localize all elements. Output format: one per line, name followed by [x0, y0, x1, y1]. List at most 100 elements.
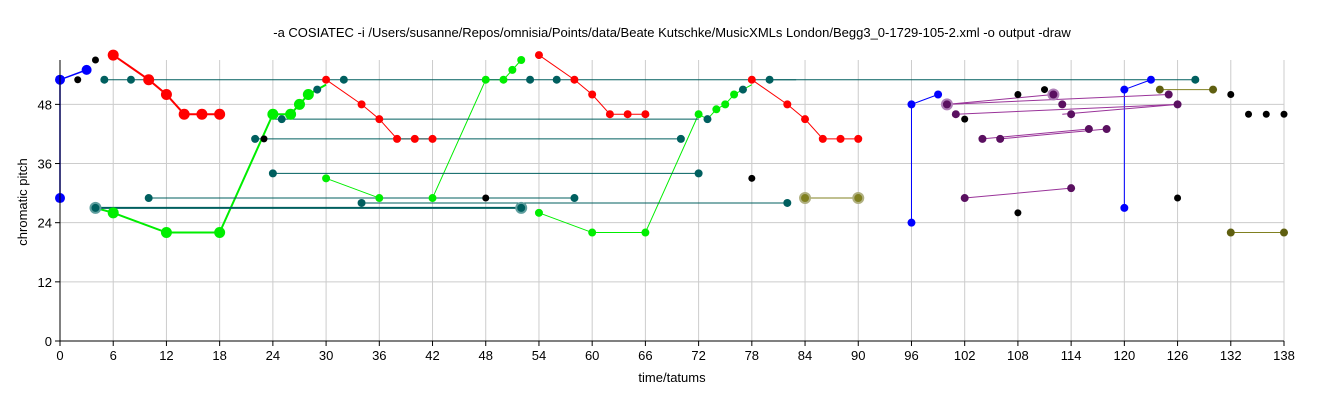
data-point — [1262, 110, 1270, 118]
data-point — [588, 90, 597, 99]
data-point — [481, 75, 490, 84]
data-point — [410, 134, 419, 143]
x-tick-label: 54 — [532, 348, 546, 363]
x-tick-label: 102 — [954, 348, 976, 363]
data-point — [940, 98, 953, 111]
series-lines — [59, 54, 1284, 234]
data-point — [322, 174, 331, 183]
data-point — [91, 56, 99, 64]
data-point — [570, 194, 579, 203]
data-point — [428, 134, 437, 143]
data-point — [107, 207, 119, 219]
y-tick-label: 48 — [38, 97, 52, 112]
data-point — [160, 227, 172, 239]
x-tick-label: 72 — [691, 348, 705, 363]
data-point — [934, 90, 943, 99]
series-line — [1062, 103, 1178, 115]
data-point — [836, 134, 845, 143]
data-point — [1164, 90, 1173, 99]
data-point — [712, 105, 721, 114]
x-tick-label: 24 — [266, 348, 280, 363]
data-point — [178, 108, 190, 120]
data-point — [214, 108, 226, 120]
data-point — [302, 89, 314, 101]
data-point — [747, 75, 756, 84]
series-line — [538, 84, 753, 234]
series-line — [955, 103, 1178, 115]
data-point — [214, 227, 226, 239]
x-tick-label: 126 — [1167, 348, 1189, 363]
y-axis-label: chromatic pitch — [15, 158, 30, 245]
x-tick-label: 30 — [319, 348, 333, 363]
data-point — [818, 134, 827, 143]
data-point — [676, 134, 685, 143]
data-point — [277, 115, 286, 124]
data-point — [375, 194, 384, 203]
data-point — [260, 135, 268, 143]
series-line — [964, 187, 1072, 199]
x-tick-label: 60 — [585, 348, 599, 363]
data-point — [1191, 75, 1200, 84]
data-point — [1174, 194, 1182, 202]
data-point — [357, 100, 366, 109]
x-tick-label: 42 — [425, 348, 439, 363]
x-tick-label: 48 — [479, 348, 493, 363]
data-point — [1280, 228, 1288, 237]
data-point — [1041, 86, 1049, 94]
series-line — [59, 69, 87, 199]
data-point — [694, 110, 703, 119]
series-line — [1123, 79, 1152, 208]
data-point — [508, 65, 517, 74]
x-tick-label: 114 — [1061, 348, 1082, 363]
data-point — [721, 100, 730, 109]
data-point — [623, 110, 632, 119]
x-tick-label: 66 — [638, 348, 652, 363]
data-point — [339, 75, 348, 84]
x-tick-label: 6 — [110, 348, 117, 363]
data-point — [854, 134, 863, 143]
data-point — [552, 75, 561, 84]
data-point — [1014, 91, 1022, 99]
data-point — [978, 134, 987, 143]
data-point — [1047, 88, 1060, 101]
data-point — [1227, 91, 1235, 99]
data-point — [1067, 110, 1076, 119]
data-point — [126, 75, 135, 84]
data-point — [960, 194, 969, 203]
data-point — [1120, 203, 1129, 212]
x-tick-label: 108 — [1007, 348, 1029, 363]
axes: 0 6 12 18 24 30 36 42 48 54 60 66 72 78 84 90 96 102 108 11… — [38, 60, 1295, 363]
data-point — [482, 194, 490, 202]
data-point — [293, 98, 305, 110]
data-point — [1245, 110, 1253, 118]
y-tick-label: 12 — [38, 275, 52, 290]
data-point — [703, 115, 712, 124]
data-point — [694, 169, 703, 178]
data-point — [799, 192, 812, 205]
data-point — [1084, 125, 1093, 134]
x-tick-label: 78 — [745, 348, 759, 363]
series-line — [910, 94, 939, 223]
x-tick-label: 84 — [798, 348, 812, 363]
data-point — [515, 201, 528, 214]
data-point — [322, 75, 331, 84]
data-point — [783, 198, 792, 207]
data-point — [267, 108, 279, 120]
data-point — [160, 89, 172, 101]
x-tick-label: 12 — [159, 348, 173, 363]
chart-title: -a COSIATEC -i /Users/susanne/Repos/omni… — [273, 25, 1071, 40]
series-line — [95, 83, 327, 234]
data-point — [730, 90, 739, 99]
grid — [59, 60, 1285, 342]
data-point — [1067, 184, 1076, 193]
data-point — [526, 75, 535, 84]
data-point — [375, 115, 384, 124]
x-tick-label: 90 — [851, 348, 865, 363]
x-axis-label: time/tatums — [638, 370, 706, 385]
data-point — [285, 108, 297, 120]
y-tick-label: 36 — [38, 157, 52, 172]
data-point — [907, 100, 916, 109]
x-tick-label: 18 — [212, 348, 226, 363]
data-point — [605, 110, 614, 119]
